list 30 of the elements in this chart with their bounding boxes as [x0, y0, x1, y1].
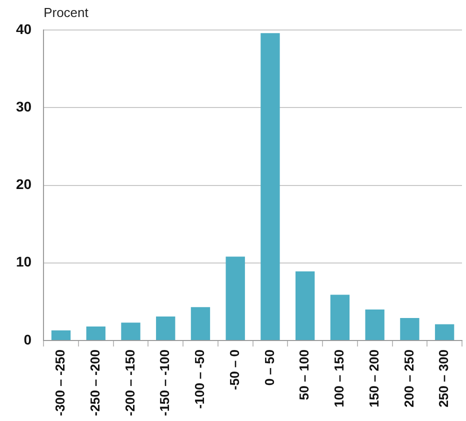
y-tick-label: 0: [24, 331, 32, 348]
bar: [190, 307, 210, 340]
bar: [400, 318, 420, 340]
bar: [330, 294, 350, 340]
x-tick-label: -100 – -50: [192, 350, 208, 409]
x-tick-label: 0 – 50: [262, 350, 277, 386]
x-tick-label: -200 – -150: [122, 350, 138, 416]
x-tick-label: -50 – 0: [226, 350, 242, 390]
x-tick-label: -300 – -250: [52, 350, 68, 416]
y-axis-title: Procent: [44, 5, 89, 20]
x-tick-label: 200 – 250: [401, 350, 416, 408]
bar: [121, 322, 140, 340]
bar: [296, 271, 315, 340]
bar: [156, 316, 176, 340]
x-tick-label: 250 – 300: [436, 350, 452, 408]
x-tick-label: -150 – -100: [157, 350, 172, 416]
x-tick-label: 150 – 200: [366, 350, 382, 408]
y-tick-label: 30: [16, 98, 32, 114]
bar: [434, 324, 454, 340]
x-tick-label: 50 – 100: [296, 350, 312, 400]
y-tick-label: 10: [16, 254, 32, 270]
x-tick-label: 100 – 150: [332, 350, 347, 408]
bar: [51, 330, 71, 340]
bar: [226, 256, 245, 340]
y-tick-label: 20: [16, 176, 32, 192]
x-tick-label: -250 – -200: [87, 350, 102, 416]
bar: [365, 309, 384, 340]
y-tick-label: 40: [16, 20, 32, 37]
bar: [260, 33, 280, 340]
bar: [86, 326, 106, 340]
